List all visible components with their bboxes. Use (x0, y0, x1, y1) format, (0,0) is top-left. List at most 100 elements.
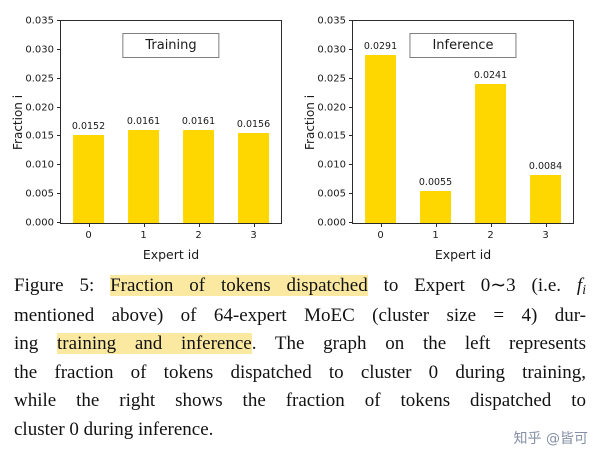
bars-container: 0.0291 0 0.0055 1 0.0241 2 0.0084 3 (353, 21, 573, 241)
caption-text: the fraction of tokens dispatched to clu… (14, 361, 586, 383)
caption-text: to Expert 0∼3 (i.e. (367, 275, 577, 296)
plot-area: 0.0152 0 0.0161 1 0.0161 2 0.0156 3 Training 0.… (25, 16, 282, 241)
bar-slot: 0.0152 0 (61, 21, 116, 241)
y-tick-label: 0.010 (25, 159, 54, 171)
bar-value-label: 0.0161 (126, 116, 161, 128)
y-tick-label: 0.020 (317, 102, 346, 114)
y-tick-mark (349, 20, 353, 21)
bar-slot: 0.0241 2 (463, 21, 518, 241)
x-tick-mark (490, 223, 492, 227)
y-tick-mark (57, 77, 61, 79)
y-tick-label: 0.005 (317, 188, 346, 200)
y-tick-label: 0.030 (317, 44, 346, 56)
bar-slot: 0.0161 2 (171, 21, 226, 241)
caption-line: while the right shows the fraction of to… (14, 387, 586, 416)
x-tick-mark (435, 223, 437, 227)
caption-text: . The graph on the left represents (251, 333, 586, 354)
caption-text: mentioned above) of 64-expert MoEC (clus… (14, 304, 586, 326)
y-axis-label: Fraction i (11, 94, 25, 150)
y-tick-mark (57, 193, 61, 195)
y-tick-label: 0.025 (317, 73, 346, 85)
y-tick-mark (349, 135, 353, 137)
bar-slot: 0.0084 3 (518, 21, 573, 241)
caption-highlight: training and inference (57, 333, 252, 354)
x-tick-mark (143, 223, 145, 227)
bar-value-label: 0.0156 (236, 118, 271, 130)
y-tick-mark (57, 222, 61, 223)
legend-box: Inference (409, 33, 517, 58)
caption-line: Figure 5: Fraction of tokens dispatched … (14, 272, 586, 302)
bar-slot: 0.0156 3 (226, 21, 281, 241)
caption-highlight: Fraction of tokens dispatched (110, 275, 368, 296)
bar (72, 135, 105, 223)
caption-text: i (582, 282, 586, 297)
caption-line: cluster 0 during inference. (14, 416, 586, 445)
bar-value-label: 0.0291 (363, 41, 398, 53)
y-tick-mark (57, 48, 61, 50)
caption-text: Figure 5: (14, 275, 111, 296)
x-tick-mark (88, 223, 90, 227)
y-tick-mark (57, 135, 61, 137)
bar-slot: 0.0291 0 (353, 21, 408, 241)
y-tick-label: 0.035 (317, 15, 346, 27)
bar (474, 83, 507, 223)
y-tick-mark (57, 164, 61, 166)
training-chart: Fraction i 0.0152 0 0.0161 1 0.0161 2 0.0156 3 … (6, 8, 296, 266)
bar (529, 174, 562, 223)
x-tick-label: 1 (140, 230, 147, 241)
bar-value-label: 0.0161 (181, 116, 216, 128)
bar-slot: 0.0055 1 (408, 21, 463, 241)
legend-label: Training (145, 38, 197, 53)
y-tick-mark (349, 48, 353, 50)
y-tick-mark (349, 106, 353, 108)
bars-container: 0.0152 0 0.0161 1 0.0161 2 0.0156 3 (61, 21, 281, 241)
y-tick-label: 0.010 (317, 159, 346, 171)
caption-text: f (576, 275, 583, 296)
bar (419, 191, 452, 223)
y-tick-label: 0.025 (25, 73, 54, 85)
x-tick-label: 3 (542, 230, 549, 241)
y-axis-label: Fraction i (303, 94, 317, 150)
y-tick-label: 0.015 (317, 130, 346, 142)
inference-chart: Fraction i 0.0291 0 0.0055 1 0.0241 2 0.0084 3 … (298, 8, 588, 266)
x-axis-label: Expert id (142, 247, 200, 262)
x-tick-label: 2 (487, 230, 494, 241)
y-tick-label: 0.005 (25, 188, 54, 200)
x-tick-mark (380, 223, 382, 227)
y-tick-mark (349, 193, 353, 195)
x-axis-label: Expert id (434, 247, 492, 262)
figure-caption: Figure 5: Fraction of tokens dispatched … (14, 272, 586, 444)
x-tick-label: 1 (432, 230, 439, 241)
bar (127, 130, 160, 223)
bar-value-label: 0.0055 (418, 177, 453, 189)
y-tick-label: 0.000 (25, 217, 54, 229)
caption-text: cluster 0 during inference. (14, 418, 214, 440)
bar-value-label: 0.0241 (473, 69, 508, 81)
y-tick-mark (349, 222, 353, 223)
x-tick-mark (545, 223, 547, 227)
bar-value-label: 0.0152 (71, 121, 106, 133)
watermark: 知乎 @皆可 (513, 431, 588, 447)
charts-row: Fraction i 0.0152 0 0.0161 1 0.0161 2 0.0156 3 … (6, 8, 588, 266)
y-tick-label: 0.020 (25, 102, 54, 114)
bar-slot: 0.0161 1 (116, 21, 171, 241)
x-tick-label: 3 (250, 230, 257, 241)
bar (182, 130, 215, 223)
plot-area: 0.0291 0 0.0055 1 0.0241 2 0.0084 3 Inference 0… (317, 16, 574, 241)
bar-value-label: 0.0084 (528, 160, 563, 172)
y-tick-mark (349, 164, 353, 166)
caption-line: the fraction of tokens dispatched to clu… (14, 359, 586, 388)
bar (237, 132, 270, 223)
legend-label: Inference (432, 38, 494, 53)
y-tick-mark (57, 106, 61, 108)
legend-box: Training (122, 33, 220, 58)
caption-text: while the right shows the fraction of to… (14, 390, 586, 411)
y-tick-label: 0.030 (25, 44, 54, 56)
y-tick-label: 0.000 (317, 217, 346, 229)
y-tick-mark (349, 77, 353, 79)
bar (364, 55, 397, 223)
y-tick-label: 0.035 (25, 15, 54, 27)
caption-line: ing training and inference. The graph on… (14, 330, 586, 359)
x-tick-label: 0 (377, 230, 384, 241)
x-tick-mark (253, 223, 255, 227)
